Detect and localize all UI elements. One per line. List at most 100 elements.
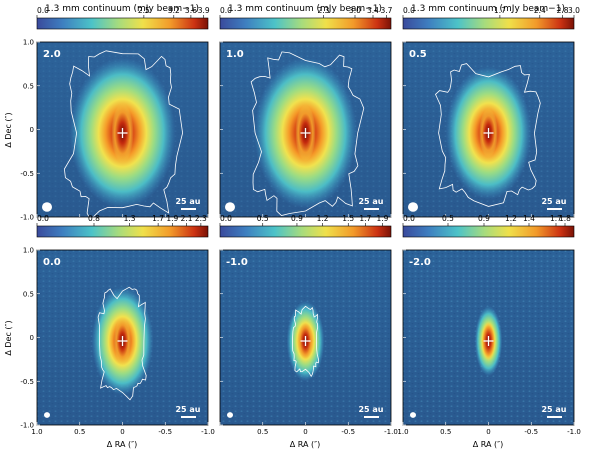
ytick-label-3-2: 0 [30, 334, 34, 342]
colorbar-tick-label-4-5: 1.7 [359, 214, 371, 223]
panel-label-5: -2.0 [409, 257, 431, 268]
colorbar-tick-label-0-1: 2.5 [138, 6, 150, 15]
xtick-label-5-4: -1.0 [567, 428, 581, 436]
colorbar-tick-label-2-0: 0.0 [403, 6, 415, 15]
colorbar-5 [402, 225, 575, 238]
xlabel-0: Δ RA (″) [107, 440, 138, 449]
panel-label-4: -1.0 [226, 257, 248, 268]
colorbar-tick-label-4-6: 1.9 [376, 214, 388, 223]
colorbar-2 [402, 17, 575, 30]
colorbar-tick-label-5-6: 1.8 [559, 214, 571, 223]
colorbar-tick-label-5-3: 1.2 [505, 214, 517, 223]
colorbar-tick-label-3-5: 2.1 [181, 214, 193, 223]
xtick-label-5-0: 1.0 [397, 428, 408, 436]
colorbar-tick-label-3-4: 1.9 [166, 214, 178, 223]
colorbar-tick-label-3-1: 0.8 [88, 214, 100, 223]
colorbar-tick-label-2-4: 3.0 [568, 6, 580, 15]
center-marker-2 [483, 128, 494, 138]
map-2: 25 au 0.5 [403, 42, 574, 217]
colorbar-tick-label-5-2: 0.9 [478, 214, 490, 223]
colorbar-tick-label-5-4: 1.4 [523, 214, 535, 223]
xtick-label-5-1: 0.5 [440, 428, 451, 436]
colorbar-tick-label-4-2: 0.9 [291, 214, 303, 223]
ytick-label-3-3: -0.5 [20, 378, 34, 386]
xtick-label-3-2: 0 [120, 428, 124, 436]
panel-label-2: 0.5 [409, 49, 427, 60]
xtick-label-3-4: -1.0 [201, 428, 215, 436]
ylabel-bottom: Δ Dec (″) [4, 320, 13, 355]
colorbar-tick-label-1-3: 3.4 [367, 6, 379, 15]
beam-4 [227, 412, 233, 418]
panel-1: 0.0 2.3 3.0 3.4 3.7 25 au 1.0 [219, 6, 393, 218]
center-marker-0 [117, 128, 128, 138]
colorbar-tick-label-1-2: 3.0 [349, 6, 361, 15]
scalebar-label-3: 25 au [175, 405, 200, 414]
colorbar-tick-label-0-3: 3.6 [185, 6, 197, 15]
scalebar-label-1: 25 au [358, 197, 383, 206]
colorbar-tick-label-4-4: 1.5 [342, 214, 354, 223]
colorbar-tick-label-0-4: 3.9 [198, 6, 210, 15]
scalebar-label-0: 25 au [175, 197, 200, 206]
map-1: 25 au 1.0 [220, 42, 391, 217]
center-marker-4 [300, 336, 311, 346]
beam-0 [42, 202, 52, 212]
center-marker-3 [117, 336, 128, 346]
colorbar-tick-label-5-0: 0.0 [403, 214, 415, 223]
scalebar-label-5: 25 au [541, 405, 566, 414]
scalebar-label-4: 25 au [358, 405, 383, 414]
colorbar-0 [36, 17, 209, 30]
ytick-label-3-1: 0.5 [23, 290, 34, 298]
ytick-label-0-1: 0.5 [23, 82, 34, 90]
contour-2 [435, 63, 541, 207]
map-3: 25 au 0.0 [37, 250, 208, 425]
xtick-label-4-1: 0 [303, 428, 307, 436]
map-4: 25 au -1.0 [220, 250, 391, 425]
panel-label-0: 2.0 [43, 49, 61, 60]
beam-5 [410, 412, 416, 418]
center-marker-1 [300, 128, 311, 138]
colorbar-4 [219, 225, 392, 238]
xtick-label-3-3: -0.5 [158, 428, 172, 436]
colorbar-tick-label-2-2: 2.4 [534, 6, 546, 15]
panels: 0.0 2.5 3.2 3.6 3.9 25 au 2.0 1.0 0.5 0 -0.5 -1.0 0.… [20, 6, 581, 436]
colorbar-label-2: 1.3 mm continuum (mJy beam−1) [411, 4, 565, 14]
contour-4 [291, 305, 319, 378]
map-0: 25 au 2.0 [37, 42, 208, 217]
xtick-label-3-0: 1.0 [31, 428, 42, 436]
colorbar-tick-label-4-1: 0.5 [257, 214, 269, 223]
colorbar-tick-label-2-3: 2.8 [557, 6, 569, 15]
colorbar-tick-label-3-0: 0.0 [37, 214, 49, 223]
xtick-label-4-3: -1.0 [384, 428, 398, 436]
panel-3: 0.0 0.8 1.3 1.7 1.9 2.1 2.3 25 au 0.0 1.0 0.5 0 -0.5… [20, 214, 215, 436]
ylabel-top: Δ Dec (″) [4, 112, 13, 147]
xlabel-1: Δ RA (″) [290, 440, 321, 449]
colorbar-tick-label-3-2: 1.3 [124, 214, 136, 223]
ytick-label-0-3: -0.5 [20, 170, 34, 178]
center-marker-5 [483, 336, 494, 346]
colorbar-tick-label-1-0: 0.0 [220, 6, 232, 15]
colorbar-tick-label-2-1: 1.7 [494, 6, 506, 15]
contour-1 [250, 51, 365, 216]
colorbar-label-1: 1.3 mm continuum (mJy beam−1) [228, 4, 382, 14]
colorbar-label-0: 1.3 mm continuum (mJy beam−1) [45, 4, 199, 14]
beam-2 [408, 202, 418, 212]
colorbar-tick-label-3-3: 1.7 [152, 214, 164, 223]
panel-label-3: 0.0 [43, 257, 61, 268]
xtick-label-4-0: 0.5 [257, 428, 268, 436]
colorbar-tick-label-1-1: 2.3 [318, 6, 330, 15]
map-5: 25 au -2.0 [403, 250, 574, 425]
beam-1 [225, 202, 235, 212]
xtick-label-5-2: 0 [486, 428, 490, 436]
ytick-label-0-2: 0 [30, 126, 34, 134]
beam-3 [44, 412, 50, 418]
ytick-label-3-0: 1.0 [23, 247, 34, 255]
xlabel-2: Δ RA (″) [473, 440, 504, 449]
colorbar-3 [36, 225, 209, 238]
ytick-label-0-0: 1.0 [23, 39, 34, 47]
colorbar-tick-label-0-2: 3.2 [168, 6, 180, 15]
colorbar-tick-label-0-0: 0.0 [37, 6, 49, 15]
colorbar-tick-label-5-1: 0.5 [442, 214, 454, 223]
contour-3 [97, 286, 147, 401]
panel-0: 0.0 2.5 3.2 3.6 3.9 25 au 2.0 1.0 0.5 0 -0.5 -1.0 [20, 6, 210, 222]
